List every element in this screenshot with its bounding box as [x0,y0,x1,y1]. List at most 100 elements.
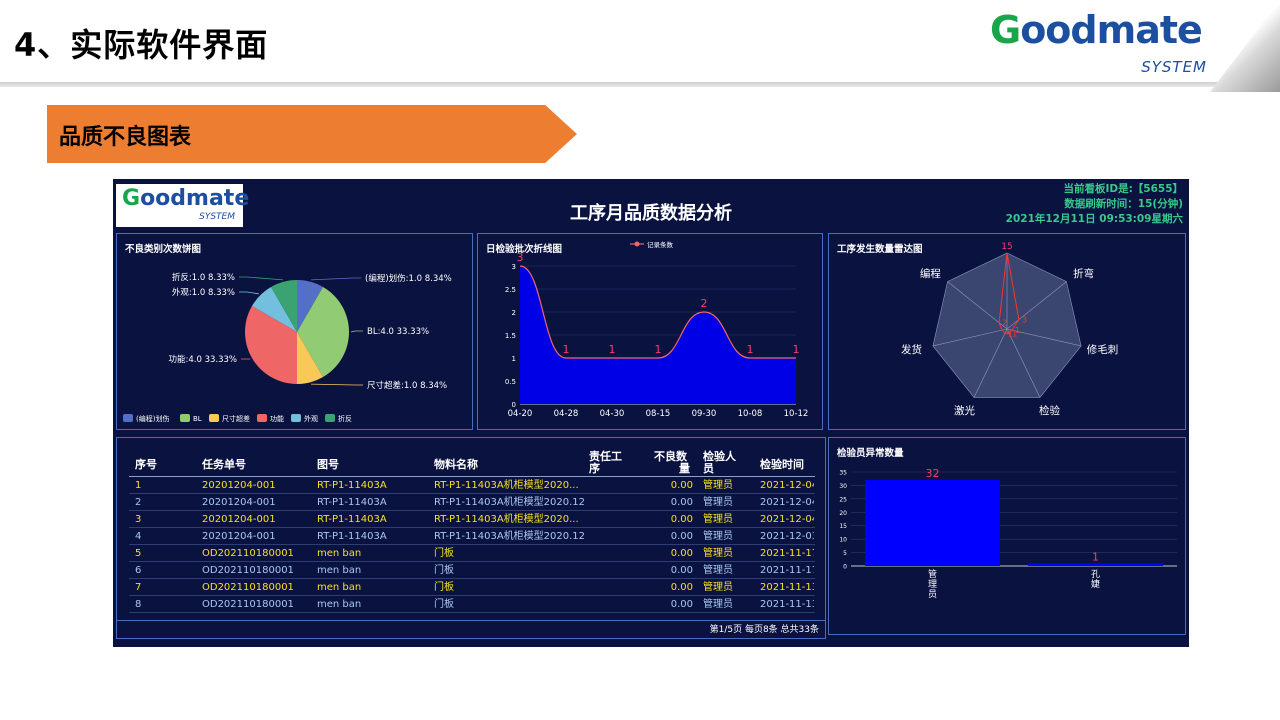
cell-inspector: 管理员 [703,582,733,593]
cell-drawing: RT-P1-11403A [317,514,387,525]
pie-slice [251,286,297,332]
bar-y-tick: 10 [839,537,847,544]
cell-inspector: 管理员 [703,514,733,525]
line-legend-label: 记录条数 [647,240,674,249]
table-row[interactable]: 1 20201204-001 RT-P1-11403A RT-P1-11403A机柜模… [129,477,815,494]
table-row[interactable]: 6 OD202110180001 men ban 门板 0.00 管理员 2021-11-1… [129,562,815,579]
table-row[interactable]: 2 20201204-001 RT-P1-11403A RT-P1-11403A机柜模… [129,494,815,511]
header-qty-l1: 不良数 [654,450,687,463]
line-y-tick: 2 [512,309,516,317]
cell-seq: 6 [135,565,142,576]
radar-chart-panel: 工序发生数量雷达图 3 1 1 1 1 2 15 折弯 修毛刺 检验 激光 发货 编程 [828,233,1186,430]
bar-category-label: 婕 [1091,578,1100,590]
cell-inspector: 管理员 [703,531,733,542]
bar-y-tick: 0 [843,564,847,571]
dashboard-screenshot: Goodmate SYSTEM 工序月品质数据分析 当前看板ID是:【5655】… [113,179,1189,647]
bar-y-tick: 15 [839,523,847,530]
bar-chart: 0 5 10 15 20 25 30 35 32 管理员 1 孔婕 [839,467,1177,600]
header-inspector-l2: 员 [703,462,714,475]
cell-material: RT-P1-11403A机柜模型2020... [434,480,579,491]
line-data-label: 1 [609,343,616,356]
line-x-tick: 09-30 [692,409,717,419]
cell-drawing: men ban [317,582,362,593]
cell-material: RT-P1-11403A机柜模型2020... [434,514,579,525]
line-chart-panel: 日检验批次折线图 记录条数 0 0.5 1 1.5 2 2.5 3 3 1 1 1 2 1 1 04-20 04… [477,233,823,430]
table-row[interactable]: 3 20201204-001 RT-P1-11403A RT-P1-11403A机柜模… [129,511,815,528]
legend-swatch [257,414,267,422]
radar-axis-label: 修毛刺 [1087,343,1119,356]
radar-chart-title: 工序发生数量雷达图 [837,244,923,255]
table-row[interactable]: 8 OD202110180001 men ban 门板 0.00 管理员 2021-11-1… [129,596,815,613]
cell-qty: 0.00 [670,480,693,491]
pie-label-line [310,383,363,386]
pie-legend-item: 功能 [270,414,284,423]
table-pager[interactable]: 第1/5页 每页8条 总共33条 [709,625,819,635]
refresh-interval: 数据刷新时间：15(分钟) [1064,198,1183,210]
cell-material: 门板 [434,565,454,576]
bar-category-label: 孔 [1091,569,1100,580]
pie-legend-item: (编程)划伤 [136,414,169,423]
cell-task: 20201204-001 [202,514,276,525]
cell-material: 门板 [434,599,454,610]
bar-chart-title: 检验员异常数量 [837,448,904,459]
bar-category-label: 理 [928,579,937,590]
radar-data-label: 1 [1015,326,1020,335]
cell-inspector: 管理员 [703,548,733,559]
cell-task: 20201204-001 [202,480,276,491]
cell-inspector: 管理员 [703,599,733,610]
bar [1028,563,1163,566]
radar-spoke [1006,328,1082,347]
radar-max-label: 15 [1001,242,1012,252]
cell-material: RT-P1-11403A机柜模型2020.12 [434,531,586,542]
header-drawing: 图号 [317,458,339,471]
line-y-tick: 0 [512,401,516,409]
pie-slice-label: 尺寸超差:1.0 8.34% [367,380,447,391]
cell-inspector: 管理员 [703,480,733,491]
cell-drawing: RT-P1-11403A [317,531,387,542]
dashboard-logo-wordmark: Goodmate [122,186,250,211]
cell-seq: 5 [135,548,142,559]
line-x-tick: 04-28 [554,409,579,419]
line-legend-dot [634,241,640,247]
radar-axis-label: 编程 [920,267,942,280]
cell-task: OD202110180001 [202,548,294,559]
pie-label-line [239,291,259,295]
cell-task: OD202110180001 [202,599,294,610]
bar-chart-panel: 检验员异常数量 0 5 10 15 20 25 30 35 32 管理员 1 孔婕 [828,437,1186,635]
dashboard-logo: Goodmate SYSTEM [116,184,249,227]
header-process-l1: 责任工 [589,450,622,463]
line-x-tick: 08-15 [646,409,671,419]
line-chart: 记录条数 0 0.5 1 1.5 2 2.5 33 1 1 1 2 1 1 04-20 04-28 04-30 0… [505,240,808,419]
line-y-tick: 1 [512,355,516,363]
pie-slice [245,306,297,384]
pie-label-line [310,277,361,281]
bar-category-label: 管 [928,568,937,580]
cell-task: 20201204-001 [202,497,276,508]
inspection-table-panel: 序号 任务单号 图号 物料名称 责任工 序 不良数 量 检验人 员 检验时间 1… [116,437,826,639]
pie-legend-item: 外观 [304,414,318,423]
cell-seq: 3 [135,514,142,525]
line-x-tick: 10-08 [738,409,763,419]
radar-data-label: 1 [1012,330,1017,339]
line-x-tick: 04-30 [600,409,625,419]
cell-time: 2021-11-17 [760,565,814,576]
bar-data-label: 1 [1092,550,1099,563]
cell-inspector: 管理员 [703,497,733,508]
pie-chart: (编程)划伤:1.0 8.34% BL:4.0 33.33% 尺寸超差:1.0 8.… [123,272,452,423]
section-banner: 品质不良图表 [47,105,577,163]
pie-chart-title: 不良类别次数饼图 [125,244,202,255]
table-row[interactable]: 7 OD202110180001 men ban 门板 0.00 管理员 2021-11-1… [129,579,815,596]
inspection-table: 序号 任务单号 图号 物料名称 责任工 序 不良数 量 检验人 员 检验时间 1… [129,450,815,613]
table-row[interactable]: 5 OD202110180001 men ban 门板 0.00 管理员 2021-11-1… [129,545,815,562]
cell-seq: 1 [135,480,142,491]
line-chart-title: 日检验批次折线图 [486,244,563,255]
pager-divider [117,620,825,621]
pie-label-line [350,330,363,333]
cell-time: 2021-12-03 [760,531,814,542]
table-row[interactable]: 4 20201204-001 RT-P1-11403A RT-P1-11403A机柜模… [129,528,815,545]
company-logo: Goodmate SYSTEM [990,8,1215,80]
radar-spoke [973,328,1008,398]
bar-category-label: 员 [928,589,937,600]
cell-drawing: men ban [317,565,362,576]
logo-wordmark: Goodmate [990,8,1203,52]
